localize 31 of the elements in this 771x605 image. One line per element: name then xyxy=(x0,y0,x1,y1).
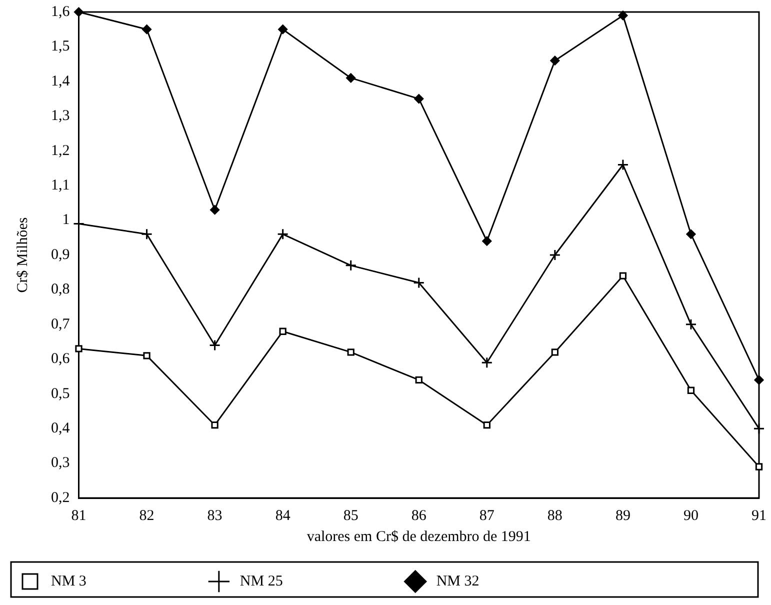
x-tick-label: 85 xyxy=(343,508,358,524)
y-axis-title: Cr$ Milhões xyxy=(14,217,31,293)
y-tick-label: 0,9 xyxy=(51,246,70,263)
legend-label: NM 3 xyxy=(44,573,199,590)
x-tick-label: 89 xyxy=(615,508,630,524)
legend-label: NM 25 xyxy=(232,573,396,590)
y-tick-label: 0,4 xyxy=(51,420,70,437)
x-axis-title: valores em Cr$ de dezembro de 1991 xyxy=(306,528,531,545)
y-tick-label: 0,6 xyxy=(51,351,70,368)
y-tick-label: 1,4 xyxy=(51,73,70,90)
legend-label: NM 32 xyxy=(428,573,592,590)
y-tick-label: 1,5 xyxy=(51,38,70,55)
x-tick-label: 81 xyxy=(71,508,86,524)
x-tick-label: 86 xyxy=(411,508,427,524)
x-tick-label: 82 xyxy=(139,508,154,524)
y-tick-label: 0,5 xyxy=(51,386,70,402)
x-tick-label: 91 xyxy=(752,508,766,524)
y-tick-label: 0,7 xyxy=(51,316,70,332)
x-tick-label: 87 xyxy=(479,508,495,524)
y-tick-label: 0,3 xyxy=(51,455,70,472)
x-tick-label: 83 xyxy=(207,508,222,524)
x-tick-label: 84 xyxy=(275,508,291,524)
y-tick-label: 1,2 xyxy=(51,142,70,159)
x-tick-label: 90 xyxy=(683,508,698,524)
y-tick-label: 1 xyxy=(62,212,70,228)
x-tick-label: 88 xyxy=(547,508,562,524)
y-tick-label: 0,8 xyxy=(51,282,70,298)
y-tick-label: 0,2 xyxy=(51,490,70,506)
y-tick-label: 1,6 xyxy=(51,4,70,20)
y-tick-label: 1,3 xyxy=(51,108,70,124)
y-tick-label: 1,1 xyxy=(51,178,70,194)
